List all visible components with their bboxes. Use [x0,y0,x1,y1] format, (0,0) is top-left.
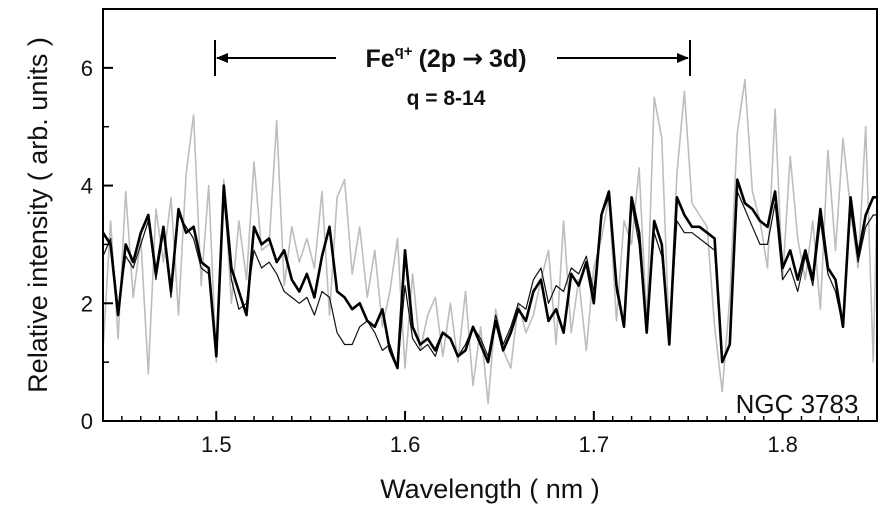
ticks-layer: 1.5 1.6 1.7 1.8 0 2 4 6 [81,8,878,457]
x-tick-label: 1.8 [767,432,798,457]
y-tick-label: 4 [81,174,93,199]
y-axis-label: Relative intensity ( arb. units ) [23,37,53,393]
x-tick-label: 1.7 [579,432,610,457]
x-tick-label: 1.5 [201,432,232,457]
x-axis-label: Wavelength ( nm ) [380,474,600,504]
annotation-label: Feq+ (2p → 3d) [365,43,526,73]
observed-spectrum-line [103,78,877,405]
series-layer [103,78,877,405]
model-thick-line [103,178,877,370]
annotation-arrow-glyph: → [462,44,483,73]
y-tick-label: 6 [81,56,93,81]
annotation-charge-range: q = 8-14 [407,87,486,110]
annotation-transition-end: 3d) [489,45,527,73]
plot-frame [102,8,878,422]
annotation-species: Fe [365,45,394,73]
object-label: NGC 3783 [736,389,859,419]
annotation-transition: (2p [419,45,457,73]
annotation-charge-superscript: q+ [395,43,413,60]
y-tick-label: 2 [81,291,93,316]
x-tick-label: 1.6 [390,432,421,457]
annotation-group: Feq+ (2p → 3d) q = 8-14 [214,40,691,110]
y-tick-label: 0 [81,409,93,434]
